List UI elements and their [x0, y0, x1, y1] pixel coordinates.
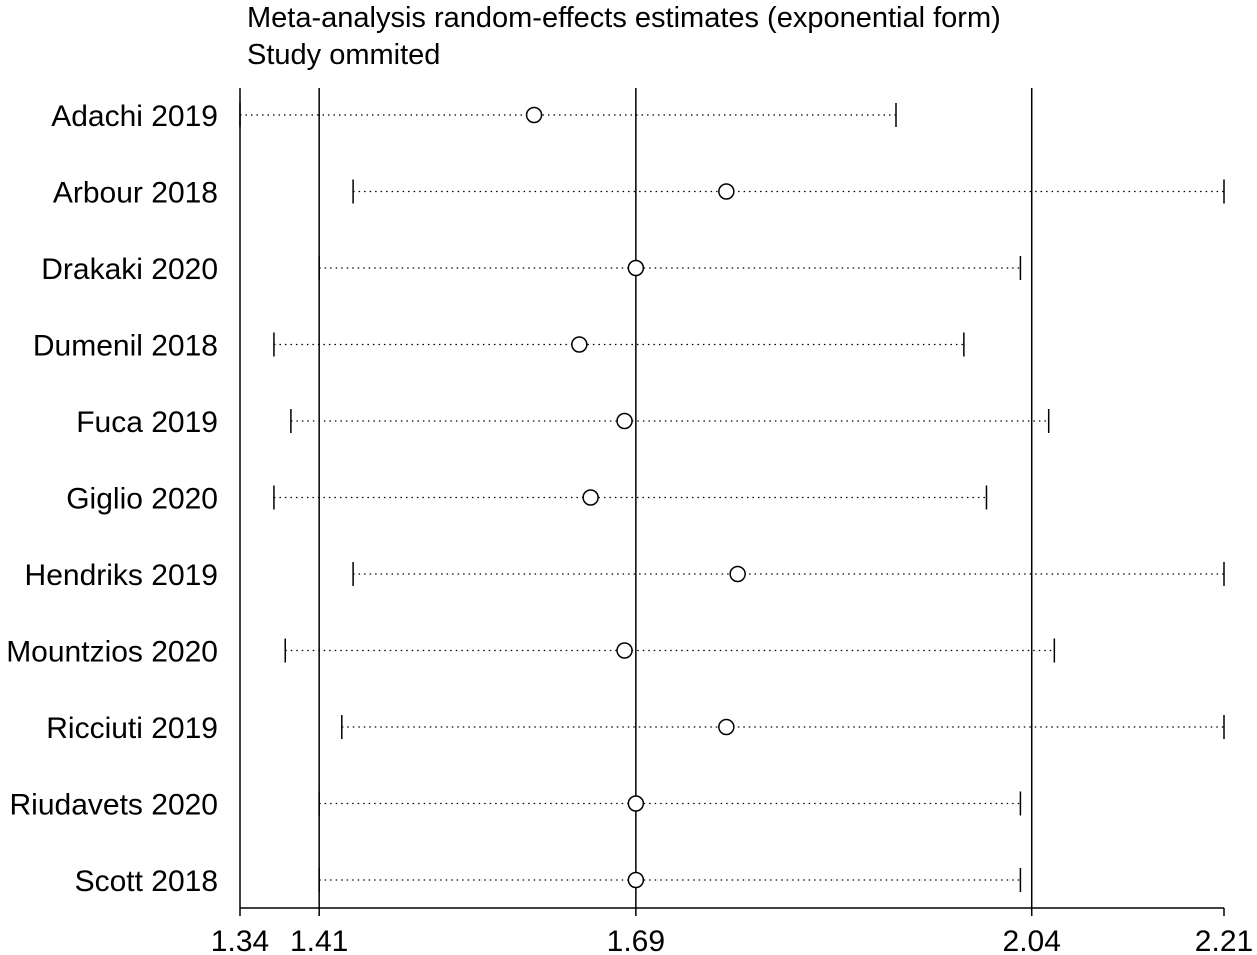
estimate-marker [718, 183, 735, 200]
estimate-marker [525, 106, 543, 124]
study-label: Dumenil 2018 [33, 330, 218, 363]
x-tick-label: 1.41 [290, 925, 348, 955]
study-row: Scott 2018 [75, 865, 1022, 898]
study-label: Ricciuti 2019 [46, 712, 218, 745]
chart-subtitle: Study ommited [247, 39, 441, 71]
study-row: Arbour 2018 [53, 177, 1225, 210]
reference-lines [239, 88, 1033, 908]
study-row: Fuca 2019 [76, 406, 1050, 439]
study-row: Hendriks 2019 [25, 559, 1225, 592]
x-tick-label: 1.69 [607, 925, 665, 955]
estimate-marker [616, 412, 633, 430]
x-axis: 1.34 1.41 1.69 2.04 2.21 [211, 907, 1253, 955]
study-row: Dumenil 2018 [33, 330, 965, 363]
estimate-marker [627, 795, 645, 812]
estimate-marker [718, 718, 735, 736]
estimate-marker [627, 871, 645, 889]
chart-title: Meta-analysis random-effects estimates (… [247, 2, 1001, 34]
estimate-marker [616, 642, 633, 659]
study-row: Riudavets 2020 [10, 789, 1022, 822]
study-row: Mountzios 2020 [6, 636, 1056, 669]
x-tick-label: 2.21 [1195, 925, 1253, 955]
study-row: Drakaki 2020 [41, 253, 1022, 286]
x-tick-label: 1.34 [211, 925, 269, 955]
study-row: Adachi 2019 [51, 100, 897, 133]
study-label: Drakaki 2020 [41, 253, 218, 286]
estimate-marker [571, 336, 588, 353]
x-tick-label: 2.04 [1003, 925, 1061, 955]
study-label: Mountzios 2020 [6, 636, 218, 669]
study-label: Riudavets 2020 [10, 789, 218, 822]
study-label: Fuca 2019 [76, 406, 218, 439]
estimate-marker [729, 565, 746, 583]
study-rows: Adachi 2019 Arbour 2018 Drakaki 2020 Dumeni… [6, 100, 1225, 898]
chart-title-block: Meta-analysis random-effects estimates (… [247, 0, 1001, 74]
estimate-marker [582, 489, 599, 506]
study-label: Adachi 2019 [51, 100, 218, 133]
study-row: Giglio 2020 [66, 483, 988, 516]
study-row: Ricciuti 2019 [46, 712, 1225, 745]
estimate-marker [627, 259, 645, 277]
study-label: Hendriks 2019 [25, 559, 218, 592]
study-label: Arbour 2018 [53, 177, 218, 210]
study-label: Scott 2018 [75, 865, 218, 898]
study-label: Giglio 2020 [66, 483, 218, 516]
